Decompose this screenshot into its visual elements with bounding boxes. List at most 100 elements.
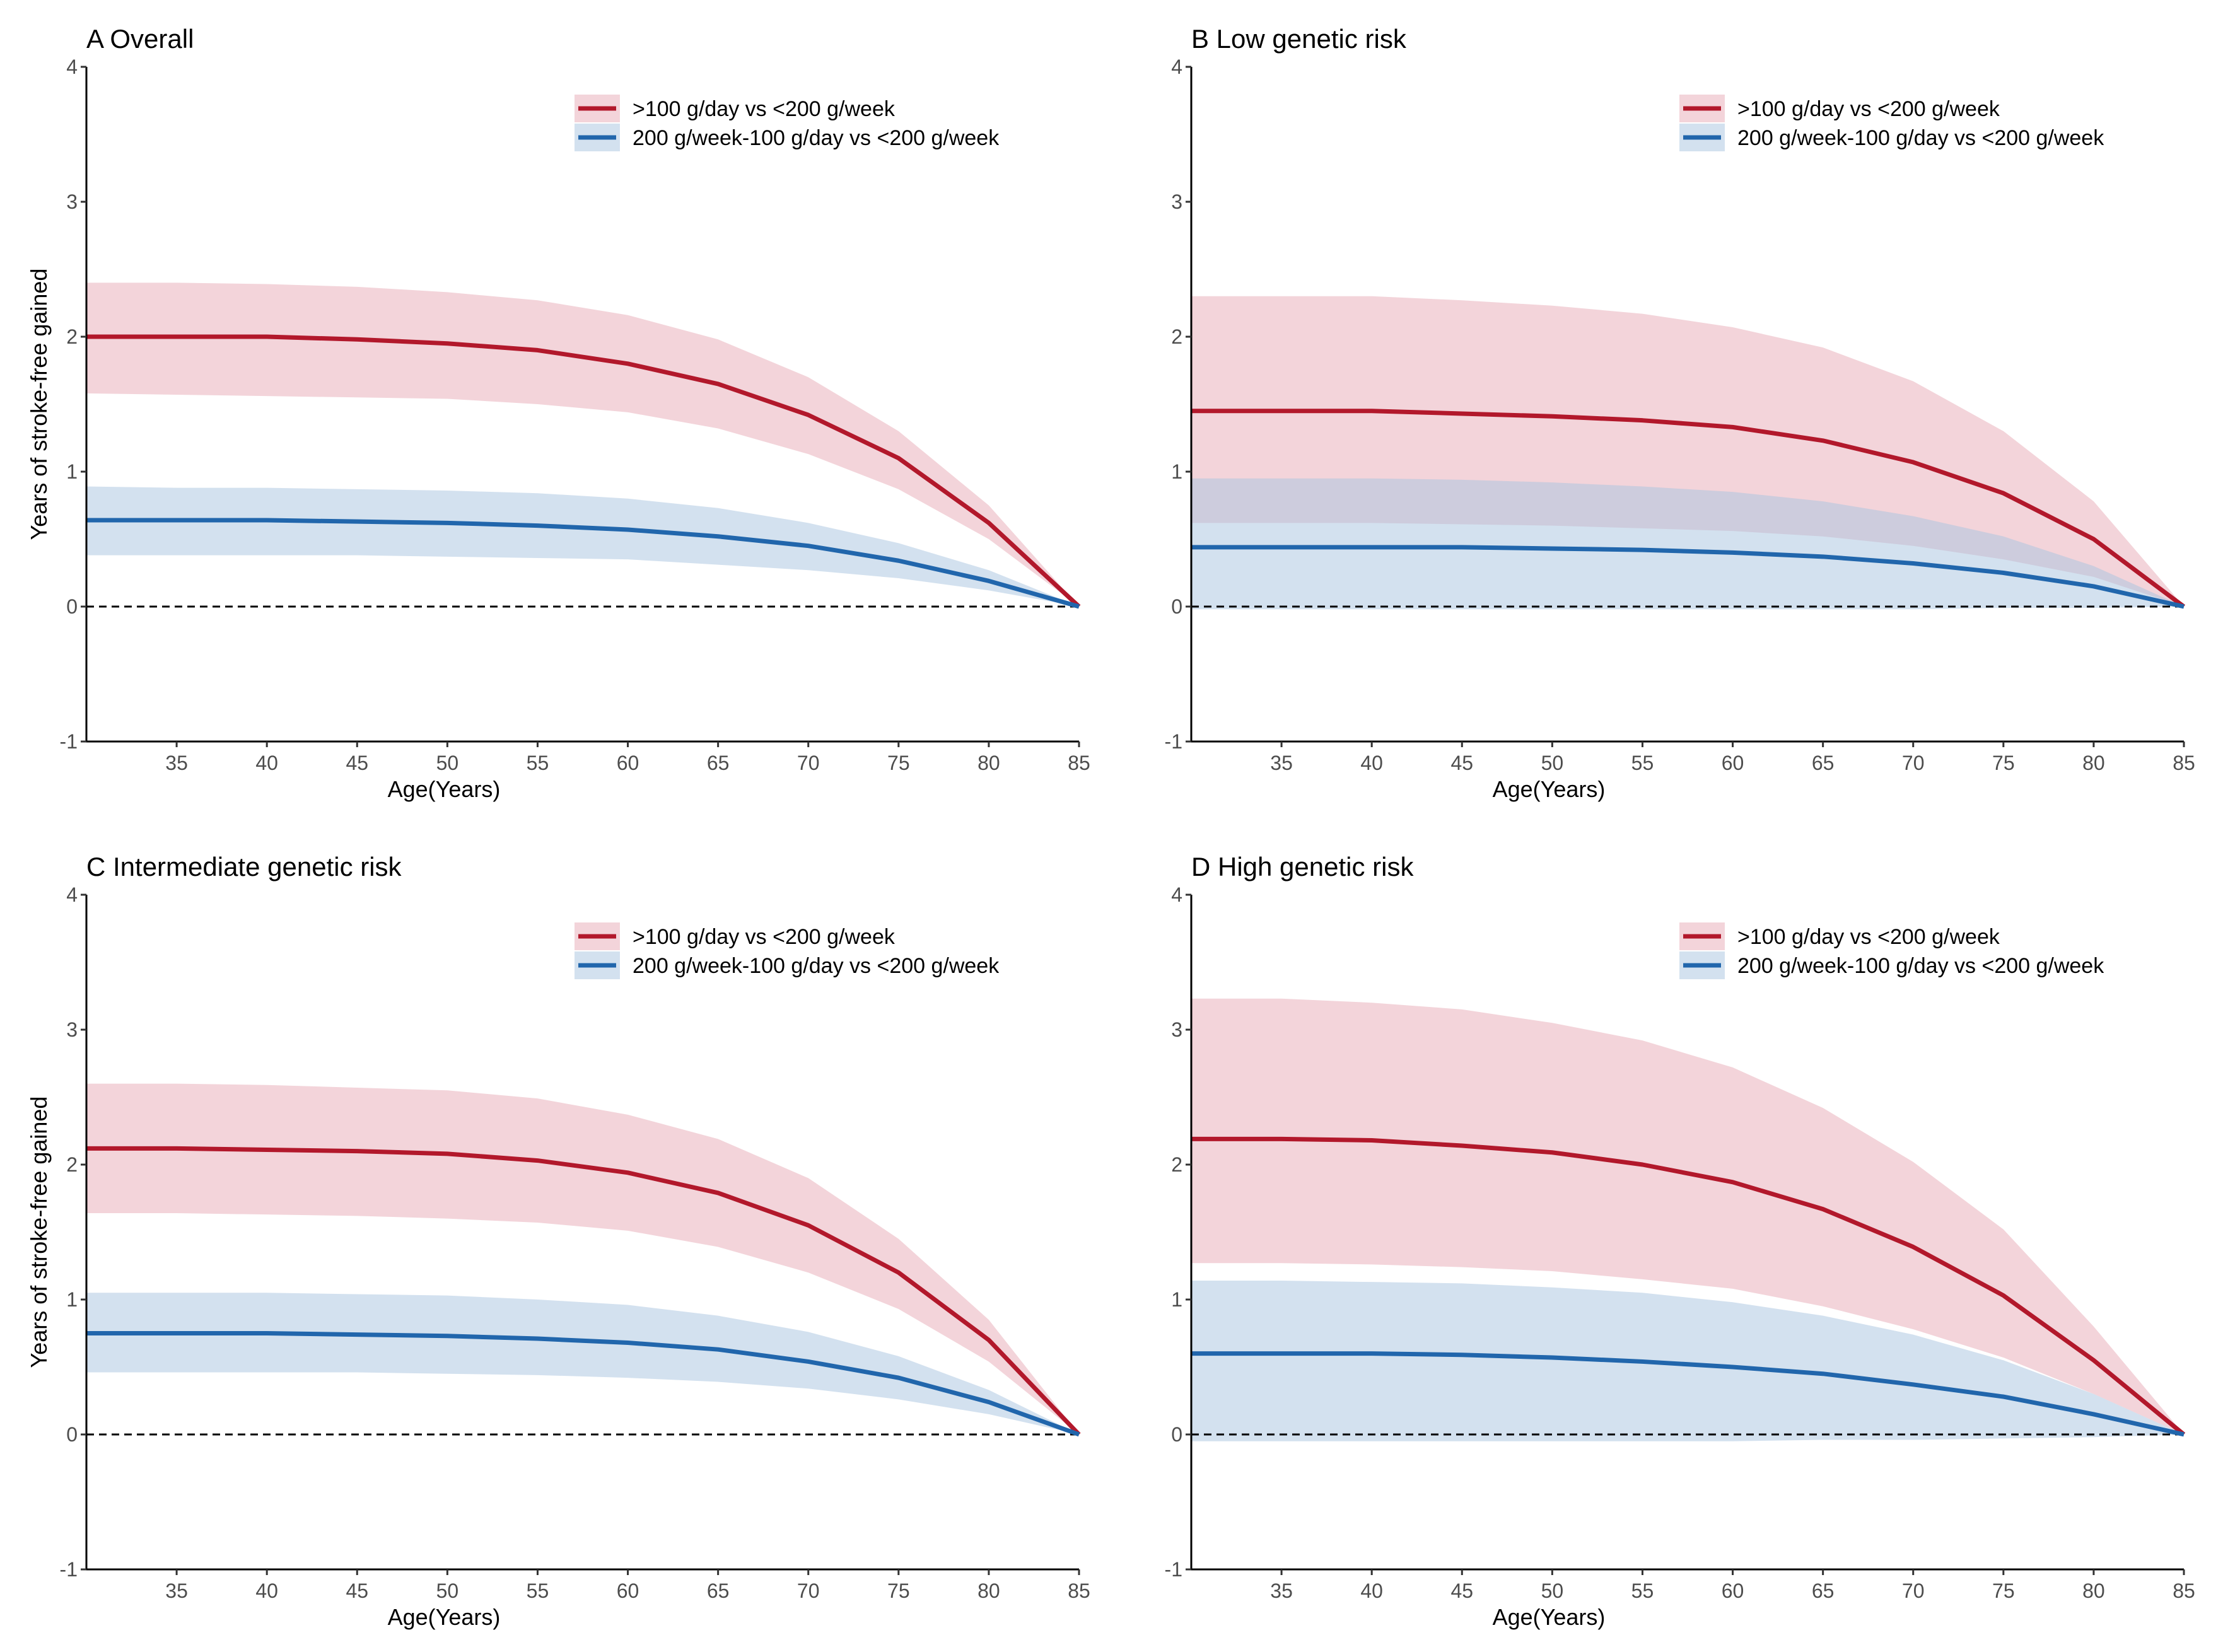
y-tick-label: 4: [1171, 883, 1182, 906]
x-tick-label: 35: [165, 752, 188, 774]
x-tick-label: 85: [2173, 752, 2195, 774]
y-tick-label: -1: [1165, 1558, 1182, 1581]
legend-label: >100 g/day vs <200 g/week: [633, 97, 896, 121]
x-tick-label: 40: [1360, 1579, 1383, 1602]
series-line-blue: [86, 1331, 1080, 1437]
chart-title: B Low genetic risk: [1191, 24, 1407, 54]
x-tick-label: 40: [255, 1579, 278, 1602]
x-tick-label: 80: [2082, 752, 2105, 774]
legend-label: >100 g/day vs <200 g/week: [1737, 925, 2000, 949]
x-tick-label: 35: [1270, 752, 1293, 774]
x-tick-label: 50: [1541, 752, 1564, 774]
y-tick-label: -1: [1165, 730, 1182, 753]
x-tick-label: 70: [1902, 1579, 1925, 1602]
x-tick-label: 60: [1722, 1579, 1744, 1602]
x-tick-label: 75: [1992, 1579, 2015, 1602]
x-tick-label: 80: [977, 752, 1000, 774]
series-line-red: [1191, 409, 2186, 608]
series-line-blue: [86, 518, 1080, 609]
chart-panel-c: C Intermediate genetic risk -1 0 1 2 3 4 35 40 45…: [26, 852, 1090, 1630]
y-tick-label: 3: [66, 190, 78, 213]
y-tick-label: 2: [1171, 1153, 1182, 1176]
y-tick-label: 1: [1171, 1288, 1182, 1311]
x-tick-label: 45: [1450, 1579, 1473, 1602]
x-axis-label: Age(Years): [388, 1604, 501, 1630]
x-tick-label: 60: [1722, 752, 1744, 774]
series-line-red: [86, 334, 1081, 608]
x-tick-label: 50: [436, 1579, 459, 1602]
x-tick-label: 55: [527, 1579, 549, 1602]
confidence-band-red: [86, 1083, 1079, 1434]
x-tick-label: 80: [2082, 1579, 2105, 1602]
confidence-band-red: [86, 282, 1079, 607]
y-tick-label: 1: [66, 1288, 78, 1311]
x-tick-label: 70: [797, 1579, 820, 1602]
y-tick-label: 0: [66, 1423, 78, 1446]
confidence-band-blue: [86, 486, 1079, 607]
x-tick-label: 50: [1541, 1579, 1564, 1602]
x-tick-label: 45: [1450, 752, 1473, 774]
legend-label: 200 g/week-100 g/day vs <200 g/week: [633, 954, 1000, 978]
y-tick-label: 3: [1171, 1018, 1182, 1041]
legend-label: 200 g/week-100 g/day vs <200 g/week: [1737, 954, 2104, 978]
x-tick-label: 75: [887, 1579, 910, 1602]
legend-label: >100 g/day vs <200 g/week: [1737, 97, 2000, 121]
x-tick-label: 85: [1068, 752, 1090, 774]
x-tick-label: 80: [977, 1579, 1000, 1602]
confidence-band-blue: [86, 1293, 1079, 1434]
x-tick-label: 40: [1360, 752, 1383, 774]
x-tick-label: 60: [617, 752, 639, 774]
chart-title: D High genetic risk: [1191, 852, 1414, 881]
y-tick-label: 4: [66, 55, 78, 78]
x-tick-label: 65: [707, 1579, 730, 1602]
x-tick-label: 70: [797, 752, 820, 774]
y-tick-label: 4: [66, 883, 78, 906]
x-tick-label: 65: [1812, 1579, 1835, 1602]
legend-label: >100 g/day vs <200 g/week: [633, 925, 896, 949]
x-tick-label: 65: [707, 752, 730, 774]
x-tick-label: 55: [527, 752, 549, 774]
y-tick-label: 2: [1171, 325, 1182, 348]
y-tick-label: -1: [60, 1558, 78, 1581]
y-tick-label: 0: [1171, 595, 1182, 618]
x-tick-label: 60: [617, 1579, 639, 1602]
x-axis-label: Age(Years): [388, 776, 501, 802]
series-line-red: [86, 1146, 1081, 1436]
series-line-blue: [1191, 1351, 2185, 1437]
x-tick-label: 75: [1992, 752, 2015, 774]
chart-title: A Overall: [86, 24, 194, 54]
y-tick-label: 0: [66, 595, 78, 618]
x-tick-label: 55: [1631, 1579, 1654, 1602]
legend-label: 200 g/week-100 g/day vs <200 g/week: [633, 126, 1000, 150]
chart-panel-d: D High genetic risk -1 0 1 2 3 4 35 40 45 50 55 60 65…: [1165, 852, 2195, 1630]
confidence-band-red: [1191, 998, 2184, 1434]
chart-title: C Intermediate genetic risk: [86, 852, 402, 881]
chart-panel-b: B Low genetic risk -1 0 1 2 3 4 35 40 45 50 55 60 65 7…: [1165, 24, 2195, 802]
y-axis-label: Years of stroke-free gained: [26, 269, 52, 540]
x-tick-label: 75: [887, 752, 910, 774]
x-tick-label: 70: [1902, 752, 1925, 774]
x-tick-label: 35: [1270, 1579, 1293, 1602]
x-tick-label: 55: [1631, 752, 1654, 774]
x-tick-label: 50: [436, 752, 459, 774]
y-tick-label: 1: [1171, 460, 1182, 483]
y-tick-label: 2: [66, 325, 78, 348]
y-tick-label: 3: [1171, 190, 1182, 213]
confidence-band-blue: [1191, 1281, 2184, 1441]
y-tick-label: 1: [66, 460, 78, 483]
y-tick-label: 0: [1171, 1423, 1182, 1446]
legend-label: 200 g/week-100 g/day vs <200 g/week: [1737, 126, 2104, 150]
y-tick-label: -1: [60, 730, 78, 753]
series-line-red: [1191, 1136, 2186, 1436]
x-axis-label: Age(Years): [1493, 776, 1606, 802]
confidence-band-blue: [1191, 478, 2184, 610]
y-axis-label: Years of stroke-free gained: [26, 1096, 52, 1368]
x-tick-label: 85: [1068, 1579, 1090, 1602]
x-tick-label: 45: [346, 752, 368, 774]
chart-panel-a: A Overall -1 0 1 2 3 4 35 40 45 50 55 60 65 70 75 80 85 Ag…: [26, 24, 1090, 802]
y-tick-label: 3: [66, 1018, 78, 1041]
x-tick-label: 85: [2173, 1579, 2195, 1602]
series-line-blue: [1191, 545, 2185, 609]
x-axis-label: Age(Years): [1493, 1604, 1606, 1630]
